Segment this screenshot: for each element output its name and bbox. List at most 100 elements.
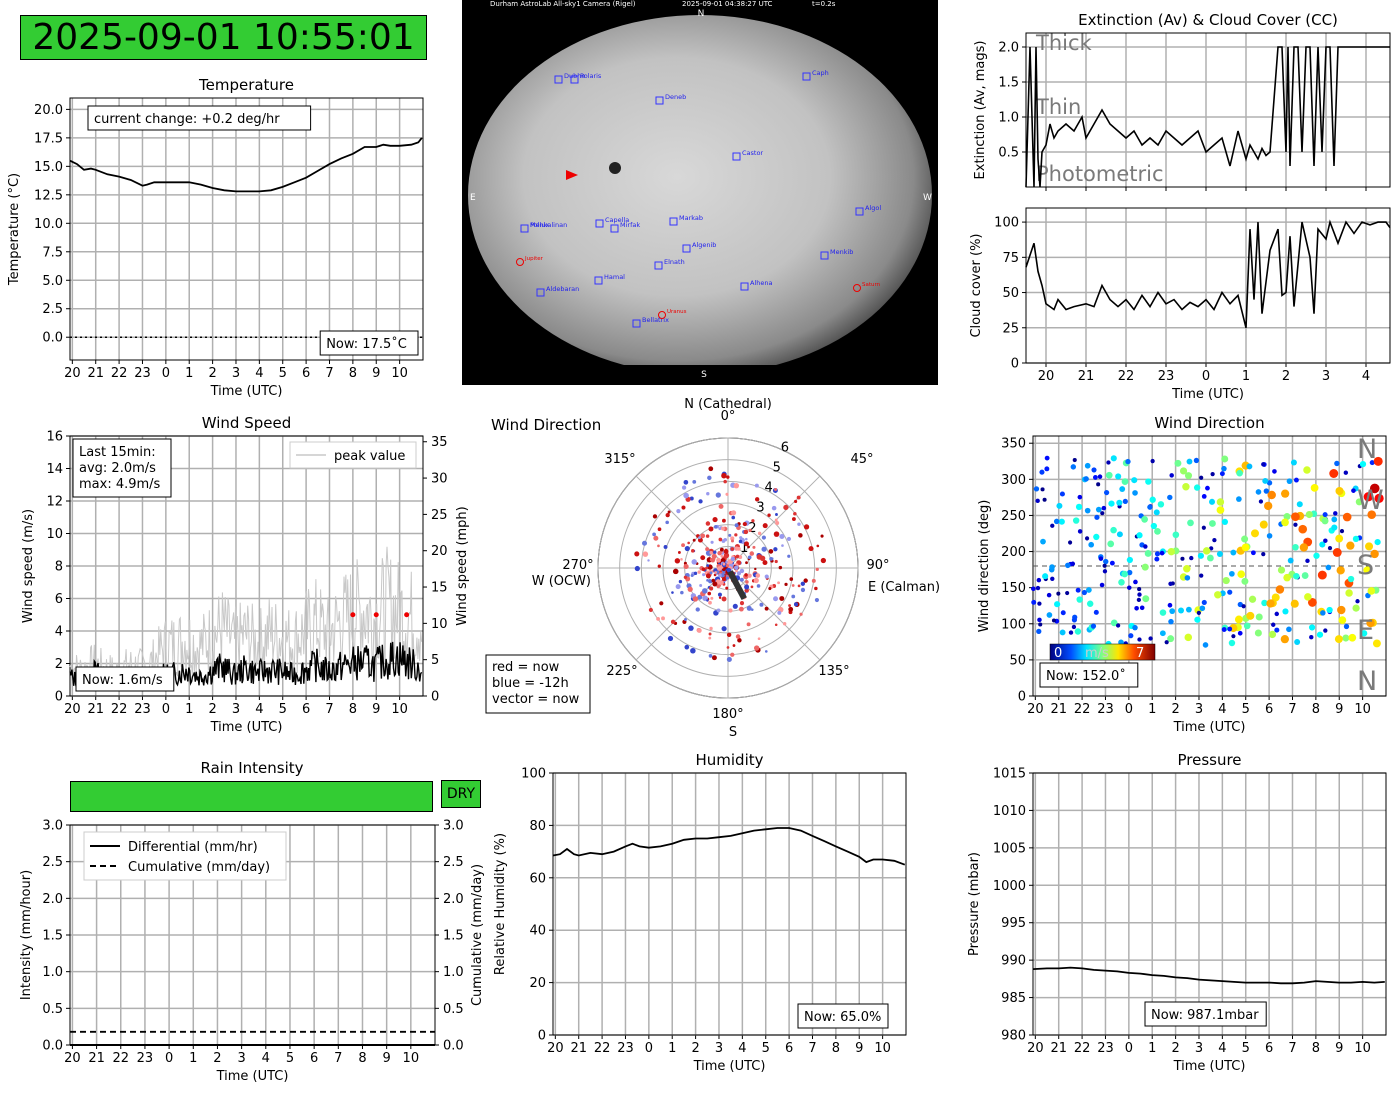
x-tick-label: 8	[1312, 702, 1320, 717]
x-tick-label: 9	[855, 1041, 863, 1056]
direction-point	[1355, 498, 1363, 506]
x-tick-label: 10	[874, 1041, 891, 1056]
direction-point	[1178, 607, 1185, 614]
x-tick-label: 0	[165, 1051, 173, 1066]
polar-north-label: N (Cathedral)	[684, 397, 772, 412]
direction-point	[1159, 630, 1166, 637]
polar-point	[719, 580, 724, 586]
polar-point	[759, 602, 764, 607]
direction-point	[1084, 536, 1090, 541]
direction-point	[1275, 585, 1285, 594]
direction-point	[1254, 629, 1262, 637]
polar-point	[708, 636, 712, 640]
polar-point	[739, 577, 744, 582]
direction-point	[1077, 494, 1083, 500]
wind-direction-time-chart: 20 21 22 23 0 1 2 3 4 5 6 7 8 9 1005010015020025030035…	[977, 414, 1387, 735]
direction-point	[1352, 535, 1360, 543]
y2-tick-label: 20	[431, 544, 448, 559]
x-tick-label: 8	[1312, 1041, 1320, 1056]
direction-point	[1261, 552, 1266, 557]
direction-point	[1266, 533, 1273, 539]
direction-point	[1199, 605, 1206, 612]
direction-point	[1169, 473, 1174, 478]
polar-point	[746, 622, 751, 627]
direction-point	[1201, 599, 1207, 606]
y-tick-label: 250	[1001, 509, 1026, 524]
direction-point	[1077, 529, 1083, 534]
direction-point	[1282, 608, 1289, 615]
direction-point	[1373, 456, 1383, 466]
y-tick-label: 12.5	[34, 188, 63, 203]
y-tick-label: 12	[46, 495, 63, 510]
y-tick-label: 0	[55, 690, 63, 705]
direction-point	[1086, 587, 1092, 593]
y2-axis-label: Wind speed (mph)	[455, 506, 470, 626]
direction-point	[1323, 538, 1328, 543]
polar-legend-red: red = now	[492, 660, 560, 675]
y-tick-label: 0.0	[42, 331, 63, 346]
direction-point	[1230, 549, 1237, 556]
polar-point	[720, 554, 724, 558]
x-tick-label: 21	[87, 702, 104, 717]
direction-point	[1280, 489, 1290, 498]
chart-title: Extinction (Av) & Cloud Cover (CC)	[1078, 11, 1338, 29]
direction-point	[1259, 520, 1268, 529]
polar-point	[698, 536, 701, 540]
direction-point	[1128, 633, 1134, 639]
y-tick-label: 50	[1002, 286, 1019, 301]
polar-point	[728, 533, 732, 537]
x-tick-label: 22	[111, 702, 128, 717]
direction-point	[1331, 524, 1338, 531]
polar-point	[692, 538, 696, 542]
polar-point	[700, 533, 706, 539]
direction-point	[1214, 591, 1222, 599]
star-marker	[655, 96, 664, 105]
direction-point	[1283, 513, 1291, 521]
direction-point	[1333, 511, 1338, 516]
polar-point	[713, 525, 718, 529]
pointer-arrow-icon	[566, 170, 578, 180]
polar-point	[667, 635, 674, 642]
direction-point	[1149, 496, 1156, 503]
direction-point	[1084, 462, 1091, 469]
direction-point	[1202, 642, 1209, 648]
polar-point	[708, 466, 714, 472]
polar-point	[695, 607, 700, 612]
polar-point	[717, 550, 722, 556]
direction-point	[1322, 512, 1328, 518]
polar-point	[725, 492, 729, 496]
polar-point	[726, 567, 732, 573]
rain-status-label: DRY	[441, 780, 481, 808]
polar-point	[787, 554, 791, 558]
polar-point	[732, 644, 736, 647]
polar-point	[705, 521, 711, 526]
direction-point	[1167, 494, 1173, 501]
x-tick-label: 3	[232, 366, 240, 381]
polar-point	[717, 592, 722, 597]
direction-point	[1283, 573, 1291, 582]
polar-point	[712, 558, 716, 561]
direction-point	[1241, 604, 1246, 609]
polar-point	[748, 528, 752, 532]
polar-point	[773, 531, 780, 537]
polar-point	[774, 518, 778, 522]
direction-point	[1320, 610, 1326, 616]
x-tick-label: 8	[349, 702, 357, 717]
polar-point	[815, 567, 819, 571]
polar-angle-label: 180°	[712, 707, 743, 722]
polar-point	[779, 596, 785, 602]
direction-point	[1102, 569, 1108, 574]
direction-point	[1342, 634, 1350, 642]
polar-point	[705, 547, 710, 552]
direction-point	[1070, 464, 1077, 470]
polar-point	[783, 504, 789, 511]
direction-point	[1098, 556, 1104, 561]
polar-point	[701, 567, 706, 572]
x-tick-label: 4	[262, 1051, 270, 1066]
direction-point	[1304, 593, 1312, 601]
y2-tick-label: 2.5	[443, 855, 464, 870]
polar-point	[761, 546, 767, 552]
polar-point	[739, 601, 745, 606]
star-marker	[654, 261, 663, 270]
polar-point	[657, 527, 662, 532]
